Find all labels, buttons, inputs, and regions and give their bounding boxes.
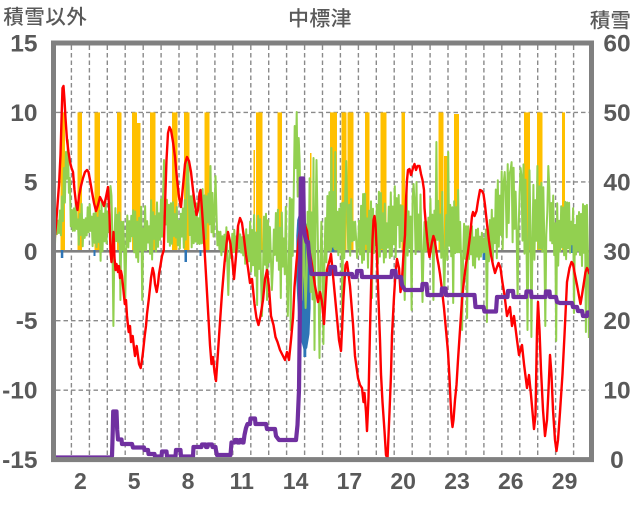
svg-text:0: 0 (610, 447, 624, 474)
svg-text:10: 10 (10, 100, 37, 127)
svg-text:8: 8 (182, 468, 195, 494)
svg-text:2: 2 (74, 468, 87, 494)
svg-text:5: 5 (24, 169, 38, 196)
svg-text:20: 20 (603, 308, 630, 335)
svg-text:20: 20 (390, 468, 416, 494)
svg-text:10: 10 (603, 378, 630, 405)
svg-text:50: 50 (603, 100, 630, 127)
svg-text:14: 14 (283, 468, 309, 494)
svg-text:11: 11 (230, 468, 255, 494)
svg-text:26: 26 (498, 468, 524, 494)
svg-text:30: 30 (603, 239, 630, 266)
svg-text:5: 5 (128, 468, 141, 494)
svg-text:17: 17 (337, 468, 363, 494)
svg-text:-15: -15 (2, 447, 37, 474)
svg-text:29: 29 (552, 468, 578, 494)
svg-text:15: 15 (10, 31, 37, 58)
svg-text:40: 40 (603, 169, 630, 196)
svg-text:0: 0 (24, 239, 38, 266)
svg-text:60: 60 (603, 31, 630, 58)
svg-text:23: 23 (444, 468, 470, 494)
svg-text:-10: -10 (2, 378, 37, 405)
svg-text:-5: -5 (16, 308, 38, 335)
